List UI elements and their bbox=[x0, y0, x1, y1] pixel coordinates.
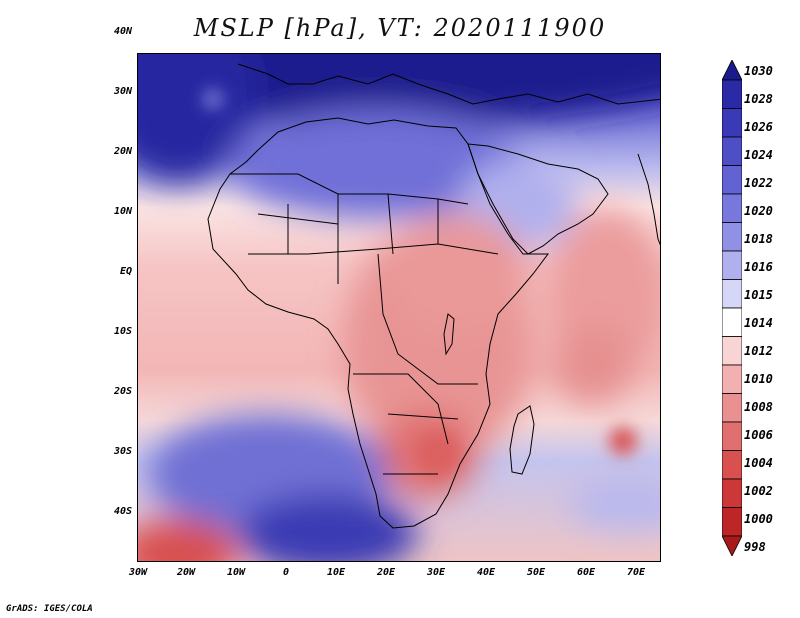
lake-outline bbox=[443, 313, 455, 356]
lon-label: 30E bbox=[426, 567, 446, 578]
footer-credit: GrADS: IGES/COLA bbox=[6, 604, 93, 614]
lat-label: 20S bbox=[113, 386, 132, 397]
arabia-coastline bbox=[467, 143, 609, 255]
colorbar-label: 1016 bbox=[744, 260, 773, 274]
colorbar-band bbox=[722, 79, 742, 109]
lon-label: 30W bbox=[128, 567, 148, 578]
pressure-field-map bbox=[138, 54, 660, 561]
local-lows bbox=[203, 89, 637, 476]
pressure-systems bbox=[138, 54, 660, 561]
colorbar-label: 1008 bbox=[744, 400, 773, 414]
colorbar-band bbox=[722, 450, 742, 480]
lon-label: 10W bbox=[226, 567, 246, 578]
colorbar-label: 1028 bbox=[744, 92, 773, 106]
colorbar-band bbox=[722, 108, 742, 138]
coastlines bbox=[207, 63, 660, 529]
map-title: MSLP [hPa], VT: 2020111900 bbox=[193, 14, 607, 42]
map-panel bbox=[137, 53, 661, 562]
colorbar-label: 1010 bbox=[744, 372, 773, 386]
colorbar-label: 1022 bbox=[744, 176, 773, 190]
colorbar-band bbox=[722, 364, 742, 394]
africa-coastline bbox=[207, 117, 549, 529]
colorbar-band bbox=[722, 136, 742, 166]
colorbar-band bbox=[722, 393, 742, 423]
lat-label: 10S bbox=[113, 326, 132, 337]
border-line bbox=[377, 253, 478, 385]
lat-label: 40S bbox=[113, 506, 132, 517]
colorbar-label: 1002 bbox=[744, 484, 773, 498]
lon-label: 10E bbox=[326, 567, 346, 578]
colorbar-label: 1006 bbox=[744, 428, 773, 442]
colorbar-label: 1030 bbox=[744, 64, 773, 78]
colorbar-band bbox=[722, 193, 742, 223]
lat-label: 20N bbox=[113, 146, 132, 157]
colorbar-band bbox=[722, 165, 742, 195]
lon-label: 0 bbox=[282, 567, 290, 578]
colorbar-label: 1024 bbox=[744, 148, 773, 162]
lon-label: 50E bbox=[526, 567, 546, 578]
colorbar-label: 1026 bbox=[744, 120, 773, 134]
border-line bbox=[353, 373, 459, 475]
mediterranean-coastline bbox=[237, 63, 660, 105]
lon-label: 20E bbox=[376, 567, 396, 578]
lat-label: 30S bbox=[113, 446, 132, 457]
colorbar-band bbox=[722, 507, 742, 537]
colorbar-band bbox=[722, 250, 742, 280]
colorbar-arrow-bottom bbox=[722, 535, 742, 556]
lat-label: 40N bbox=[113, 26, 132, 37]
colorbar-label: 1020 bbox=[744, 204, 773, 218]
colorbar-label: 1014 bbox=[744, 316, 773, 330]
border-line bbox=[257, 204, 339, 254]
border-line bbox=[337, 193, 439, 284]
colorbar-band bbox=[722, 336, 742, 366]
colorbar-label: 1012 bbox=[744, 344, 773, 358]
india-coastline bbox=[637, 153, 660, 246]
colorbar-label: 1018 bbox=[744, 232, 773, 246]
colorbar-label: 1004 bbox=[744, 456, 773, 470]
colorbar-band bbox=[722, 279, 742, 309]
lat-label: EQ bbox=[119, 266, 132, 277]
lon-label: 60E bbox=[576, 567, 596, 578]
colorbar-band bbox=[722, 222, 742, 252]
colorbar-label: 1000 bbox=[744, 512, 773, 526]
colorbar-band bbox=[722, 478, 742, 508]
colorbar-band bbox=[722, 421, 742, 451]
lat-label: 10N bbox=[113, 206, 132, 217]
colorbar-label: 1015 bbox=[744, 288, 773, 302]
colorbar-band bbox=[722, 307, 742, 337]
lon-label: 20W bbox=[176, 567, 196, 578]
lat-label: 30N bbox=[113, 86, 132, 97]
border-line bbox=[230, 173, 469, 205]
lon-label: 40E bbox=[476, 567, 496, 578]
lon-label: 70E bbox=[626, 567, 646, 578]
madagascar-coastline bbox=[509, 405, 535, 475]
colorbar-label: 998 bbox=[744, 540, 766, 554]
colorbar-arrow-top bbox=[722, 60, 742, 81]
colorbar bbox=[722, 60, 742, 556]
